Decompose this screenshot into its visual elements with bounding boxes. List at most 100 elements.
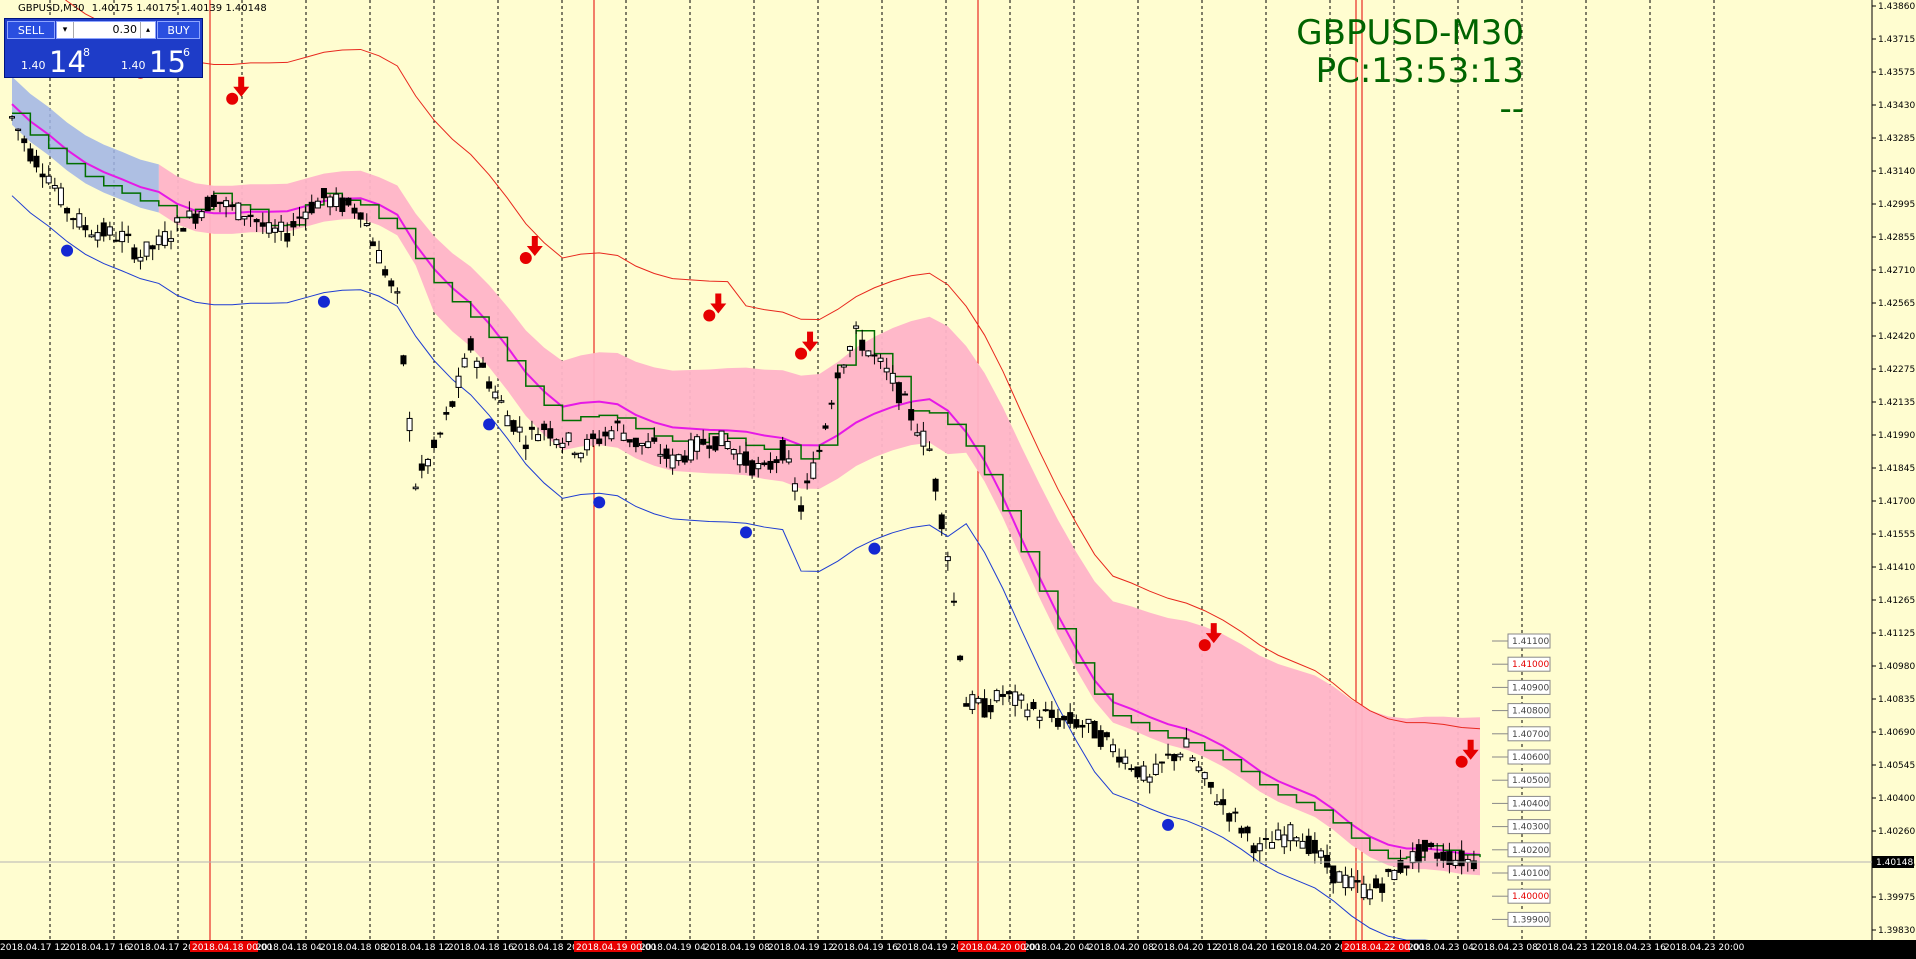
time-tick-label: 2018.04.23 08 [1472, 943, 1538, 953]
candle-bear [510, 420, 517, 432]
lot-up-icon[interactable]: ▴ [140, 22, 155, 38]
candle-bull [161, 231, 168, 246]
time-tick-label: 2018.04.19 12 [768, 943, 834, 953]
axis-tick-label: 1.43140 [1878, 167, 1915, 177]
time-tick-label: 2018.04.19 04 [640, 943, 706, 953]
candle-bull [106, 226, 113, 236]
candle-bear [547, 428, 554, 439]
axis-tick-label: 1.42710 [1878, 266, 1915, 276]
day-label-bg [574, 941, 642, 952]
time-tick-label: 2018.04.18 08 [320, 943, 386, 953]
axis-tick-label: 1.42135 [1878, 398, 1915, 408]
candle-bull [1262, 837, 1269, 840]
level-label: 1.41000 [1512, 660, 1549, 670]
axis-tick-label: 1.41845 [1878, 464, 1915, 474]
time-tick-label: 2018.04.18 20:00 [512, 943, 593, 953]
lot-dropdown-icon[interactable]: ▾ [57, 22, 74, 38]
chart-header: GBPUSD,M30 1.40175 1.40175 1.40139 1.401… [18, 3, 271, 14]
candle-bear [816, 449, 823, 452]
signal-markers [61, 50, 1479, 956]
current-price-label: 1.40148 [1876, 858, 1913, 868]
level-label: 1.40500 [1512, 776, 1549, 786]
level-box [1507, 749, 1551, 765]
candle-bull [944, 556, 951, 562]
buy-signal-dot [483, 418, 496, 431]
candle-bull [15, 128, 22, 131]
level-label: 1.39900 [1512, 915, 1549, 925]
time-tick-label: 2018.04.23 12 [1536, 943, 1602, 953]
overlay-symbol: GBPUSD-M30 [1296, 13, 1524, 53]
candle-bear [149, 245, 156, 250]
candle-bear [1073, 719, 1080, 728]
candle-bull [278, 221, 285, 232]
candle-bear [1440, 851, 1447, 861]
candle-bull [1024, 709, 1031, 718]
time-tick-label: 2018.04.22 00:00 [1344, 943, 1425, 953]
buy-signal-dot [868, 542, 881, 555]
candle-bear [1097, 730, 1104, 747]
sell-button[interactable]: SELL [7, 21, 55, 39]
candle-bull [363, 223, 370, 227]
candle-bull [504, 415, 511, 427]
sell-arrow-icon [802, 331, 819, 352]
axis-tick-label: 1.41700 [1878, 497, 1915, 507]
candle-bear [950, 600, 957, 603]
candle-bear [1067, 712, 1074, 724]
buy-button[interactable]: BUY [157, 21, 200, 39]
axis-tick-label: 1.40690 [1878, 728, 1915, 738]
buy-price[interactable]: 1.40 15 6 [105, 43, 201, 79]
candle-bull [583, 438, 590, 451]
candle-bull [926, 448, 933, 451]
candle-bear [357, 212, 364, 220]
candle-bear [125, 233, 132, 237]
candle-bear [938, 514, 945, 530]
sell-signal-dot [795, 347, 808, 360]
time-tick-label: 2018.04.20 04 [1024, 943, 1090, 953]
time-tick-label: 2018.04.18 16 [448, 943, 514, 953]
candle-bull [1012, 691, 1019, 706]
candle-bull [333, 193, 340, 208]
candle-bull [1183, 738, 1190, 748]
level-box [1507, 679, 1551, 695]
candle-bear [1330, 865, 1337, 884]
candle-bear [339, 197, 346, 212]
axis-tick-label: 1.41990 [1878, 431, 1915, 441]
candle-bull [810, 462, 817, 479]
candle-bull [730, 449, 737, 455]
candle-bear [39, 173, 46, 178]
axis-tick-label: 1.40980 [1878, 662, 1915, 672]
candle-bear [1415, 844, 1422, 863]
candle-bull [535, 434, 542, 442]
candle-bull [45, 175, 52, 184]
candle-bull [718, 430, 725, 447]
candle-bull [975, 697, 982, 704]
candle-bear [400, 355, 407, 365]
candle-bear [1232, 811, 1239, 814]
time-tick-label: 2018.04.19 20:00 [896, 943, 977, 953]
candle-bull [620, 432, 627, 441]
sell-price[interactable]: 1.40 14 8 [5, 43, 101, 79]
candle-bull [755, 463, 762, 470]
candle-bull [553, 439, 560, 446]
candle-bear [100, 222, 107, 237]
moving-average-line [11, 103, 1481, 856]
overlay-clock: PC:13:53:13 [1315, 51, 1524, 91]
candle-bear [651, 437, 658, 442]
candle-bull [1177, 753, 1184, 758]
symbol-overlay: GBPUSD-M30 PC:13:53:13 -- [1296, 14, 1524, 128]
candle-bull [1128, 768, 1135, 771]
lot-size-field[interactable]: ▾ 0.30 ▴ [56, 21, 156, 39]
candle-bull [1452, 859, 1459, 866]
sell-arrow-icon [526, 235, 543, 256]
candle-bear [743, 451, 749, 466]
candle-bull [1256, 843, 1263, 852]
time-tick-label: 2018.04.19 00:00 [576, 943, 657, 953]
level-label: 1.40400 [1512, 799, 1549, 809]
time-tick-label: 2018.04.19 16 [832, 943, 898, 953]
candle-bear [712, 436, 719, 451]
axis-tick-label: 1.42420 [1878, 332, 1915, 342]
candle-bear [296, 216, 303, 219]
candle-bull [657, 453, 664, 457]
candle-bull [1299, 840, 1306, 849]
